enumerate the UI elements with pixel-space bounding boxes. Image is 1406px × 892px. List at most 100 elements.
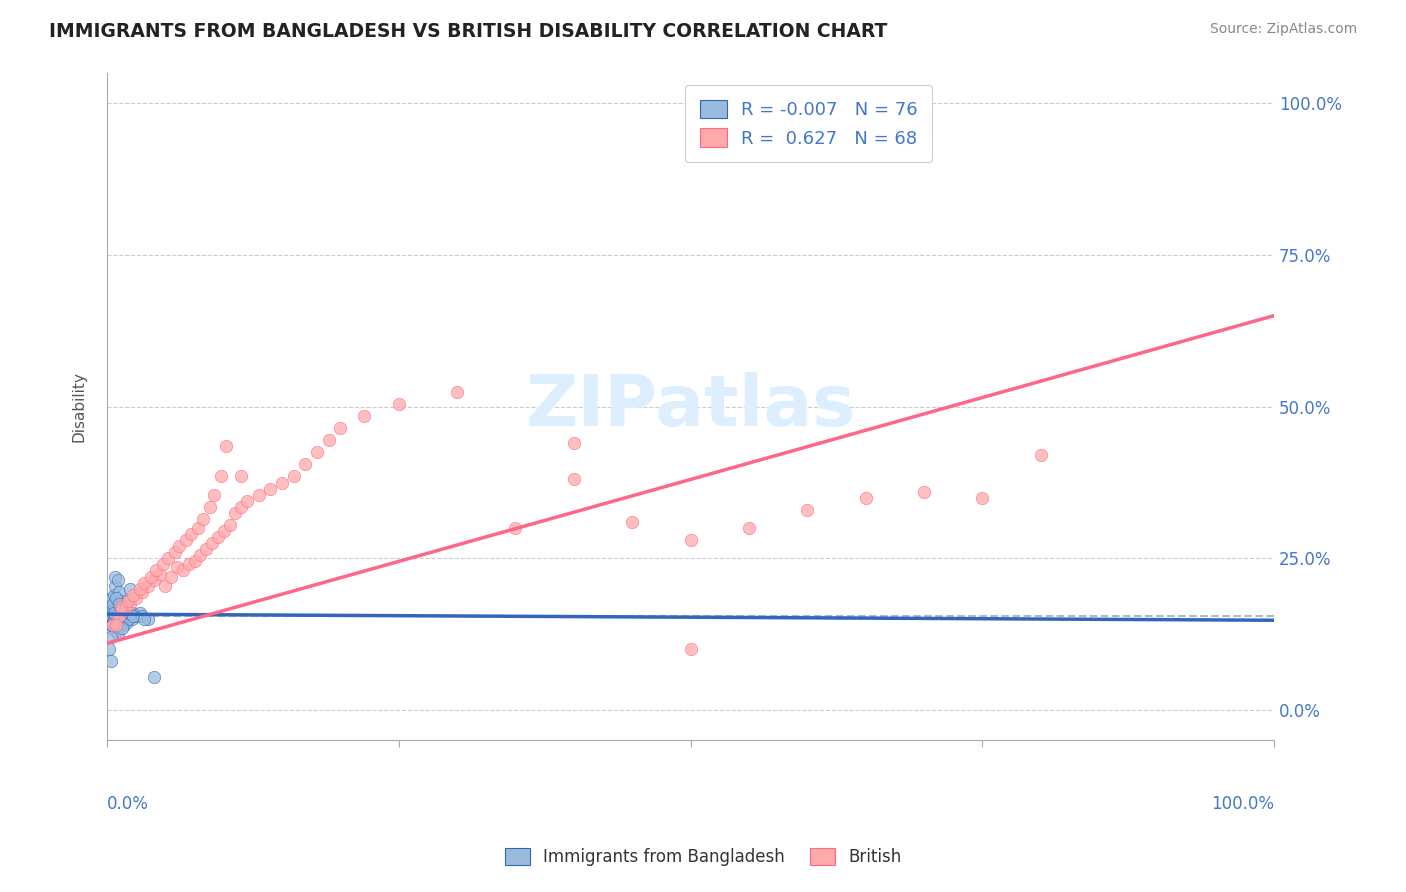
Point (115, 615, 138, 629)
Point (136, 612, 159, 626)
Point (180, 527, 202, 541)
Point (125, 591, 148, 605)
Point (972, 491, 994, 505)
Point (110, 599, 132, 614)
Point (247, 488, 270, 502)
Point (101, 615, 124, 629)
Point (796, 503, 818, 517)
Point (209, 469, 232, 483)
Point (107, 584, 129, 599)
Point (105, 618, 128, 632)
Point (110, 609, 132, 624)
Point (131, 584, 153, 599)
Point (108, 606, 131, 620)
Point (121, 606, 143, 620)
Point (224, 506, 246, 520)
Point (114, 599, 136, 614)
Point (912, 484, 935, 499)
Point (141, 569, 163, 583)
Point (121, 612, 143, 626)
Point (104, 609, 127, 624)
Text: 0.0%: 0.0% (107, 795, 149, 813)
Point (114, 603, 136, 617)
Text: IMMIGRANTS FROM BANGLADESH VS BRITISH DISABILITY CORRELATION CHART: IMMIGRANTS FROM BANGLADESH VS BRITISH DI… (49, 22, 887, 41)
Point (195, 542, 218, 557)
Point (176, 533, 198, 548)
Point (111, 609, 134, 624)
Point (117, 612, 139, 626)
Point (97, 621, 120, 635)
Point (166, 560, 188, 574)
Point (204, 488, 226, 502)
Point (108, 609, 131, 624)
Point (121, 588, 143, 602)
Point (105, 624, 128, 639)
Point (105, 591, 128, 605)
Point (98, 642, 121, 657)
Point (103, 612, 125, 626)
Point (212, 524, 235, 538)
Point (562, 436, 585, 450)
Point (191, 512, 214, 526)
Point (131, 609, 153, 624)
Point (104, 603, 127, 617)
Point (353, 409, 375, 423)
Point (125, 609, 148, 624)
Point (101, 597, 124, 611)
Point (152, 558, 174, 572)
Point (121, 609, 143, 624)
Point (294, 458, 316, 472)
Point (562, 473, 585, 487)
Point (100, 603, 122, 617)
Point (142, 573, 165, 587)
Point (115, 594, 138, 608)
Point (112, 609, 135, 624)
Point (117, 612, 139, 626)
Point (114, 603, 136, 617)
Point (218, 518, 240, 533)
Text: Source: ZipAtlas.com: Source: ZipAtlas.com (1209, 22, 1357, 37)
Point (201, 536, 224, 550)
Point (329, 421, 352, 435)
Point (198, 500, 221, 514)
Point (855, 491, 877, 505)
Point (679, 642, 702, 657)
Point (187, 521, 209, 535)
Point (98, 615, 121, 629)
Point (107, 609, 129, 624)
Point (307, 445, 329, 459)
Point (114, 609, 136, 624)
Point (738, 521, 761, 535)
Point (114, 606, 136, 620)
Point (103, 588, 125, 602)
Point (101, 612, 124, 626)
Point (177, 558, 200, 572)
Point (105, 612, 128, 626)
Point (207, 530, 229, 544)
Point (134, 575, 156, 590)
Legend: Immigrants from Bangladesh, British: Immigrants from Bangladesh, British (498, 841, 908, 873)
Point (105, 615, 128, 629)
Point (1029, 448, 1052, 462)
Point (388, 397, 411, 411)
Point (190, 549, 212, 563)
Point (117, 609, 139, 624)
Point (446, 384, 468, 399)
Point (117, 594, 139, 608)
Point (98, 606, 121, 620)
Point (236, 493, 259, 508)
Point (104, 606, 127, 620)
Point (108, 612, 131, 626)
Point (120, 597, 142, 611)
Point (128, 582, 150, 596)
Point (110, 603, 132, 617)
Point (118, 606, 141, 620)
Point (156, 551, 179, 566)
Point (172, 564, 194, 578)
Point (134, 612, 156, 626)
Point (112, 618, 135, 632)
Point (110, 599, 132, 614)
Point (136, 579, 159, 593)
Point (111, 612, 134, 626)
Point (128, 606, 150, 620)
